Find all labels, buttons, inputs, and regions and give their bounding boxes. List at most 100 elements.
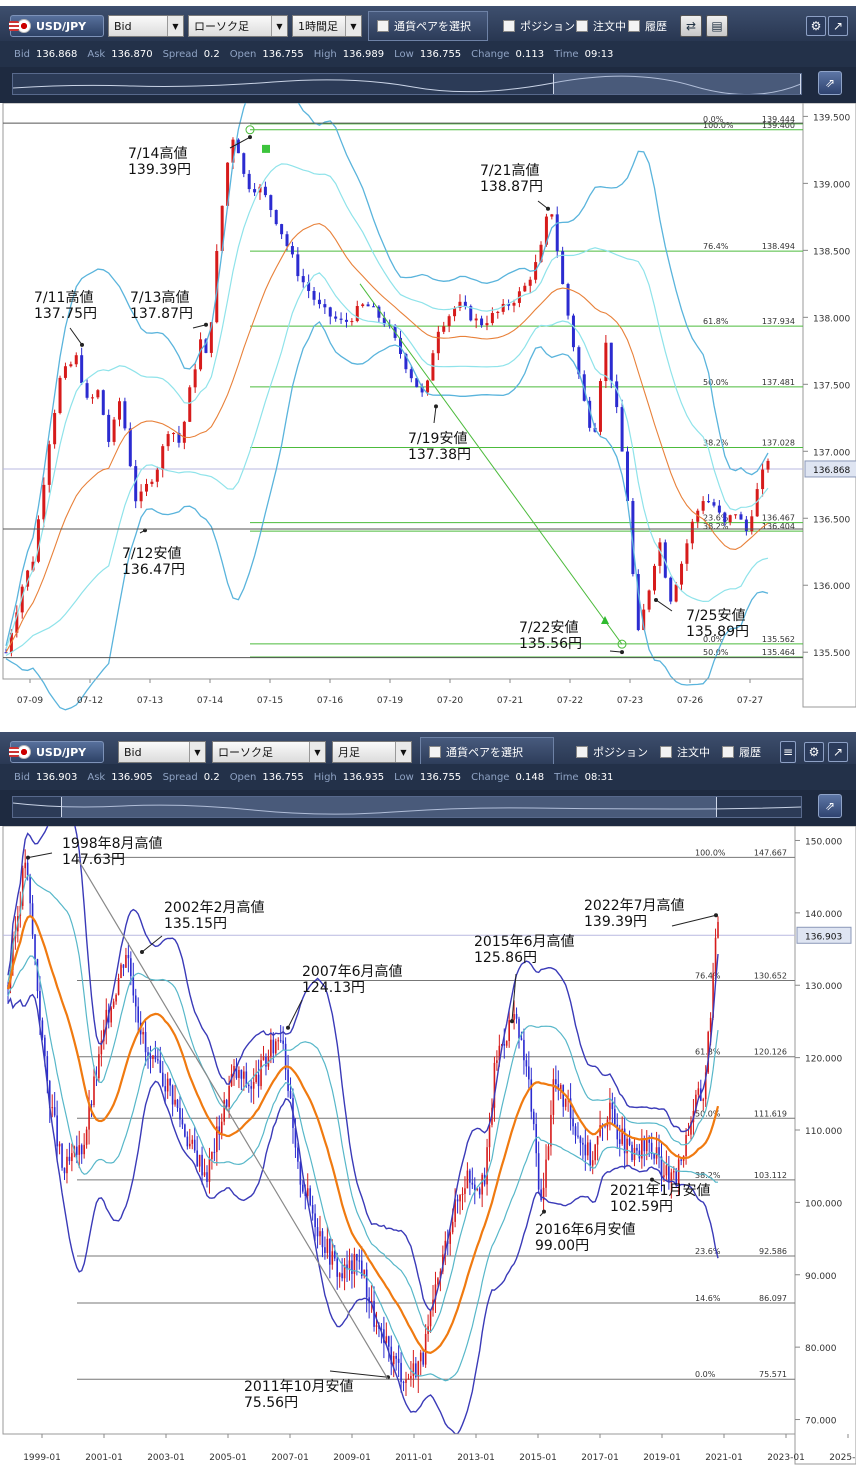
candle-body (68, 1156, 71, 1162)
candle-body (609, 342, 613, 382)
annotation-arrow-head (620, 650, 624, 655)
fib-level-label: 50.0% (703, 378, 729, 387)
candle-body (63, 366, 67, 378)
candle-body (42, 484, 46, 520)
candle-body (63, 1167, 66, 1174)
top-price-type-select[interactable]: Bid ▼ (108, 15, 184, 37)
fib-level-label: 23.6% (695, 1247, 721, 1256)
candle-body (101, 390, 105, 415)
candle-body (358, 1260, 361, 1262)
checkbox-icon (576, 746, 588, 758)
chevron-down-icon: ▼ (309, 742, 325, 762)
checkbox-icon (660, 746, 672, 758)
candle-body (336, 1258, 339, 1277)
candle-body (562, 1085, 565, 1107)
candle-body (417, 1361, 420, 1378)
candle-body (447, 316, 451, 327)
bottom-settings-gear-icon[interactable]: ⚙ (804, 742, 824, 762)
fib-value-label: 135.464 (762, 648, 795, 657)
candle-body (149, 1055, 152, 1059)
candle-body (290, 246, 294, 255)
candle-body (680, 563, 684, 585)
bottom-timeframe-select[interactable]: 月足 ▼ (332, 741, 412, 763)
candle-body (44, 1037, 46, 1057)
top-settings-gear-icon[interactable]: ⚙ (806, 16, 826, 36)
top-select-pair-button[interactable]: 通貨ペアを選択 (368, 11, 488, 41)
bottom-expand-icon[interactable]: ↗ (828, 742, 848, 762)
candle-body (115, 994, 117, 1002)
annotation-arrow (671, 914, 717, 927)
annotation-date-label: 7/22安値 (519, 620, 578, 636)
candle-body (426, 380, 430, 393)
annotation-price-label: 137.87円 (130, 306, 193, 322)
top-change-value: 0.113 (515, 48, 545, 60)
top-pair-button[interactable]: USD/JPY (9, 15, 104, 37)
candle-body (220, 1121, 223, 1135)
bottom-price-type-select[interactable]: Bid ▼ (118, 741, 206, 763)
fib-level-label: 14.6% (695, 1294, 721, 1303)
bottom-chart-type-select[interactable]: ローソク足 ▼ (212, 741, 326, 763)
trend-line (359, 283, 623, 645)
x-tick-label: 07-09 (17, 696, 43, 706)
candle-body (515, 1014, 518, 1019)
candle-body (277, 1040, 280, 1042)
bottom-order-toggle[interactable]: 注文中 (660, 741, 710, 763)
top-expand-icon[interactable]: ↗ (828, 16, 848, 36)
bottom-navigator-scrollbar[interactable] (12, 796, 802, 818)
bottom-high-value: 136.935 (342, 771, 385, 783)
annotation-arrow (141, 935, 163, 953)
bottom-menu-icon[interactable]: ≡ (780, 741, 796, 763)
candle-body (211, 1151, 213, 1159)
annotation-date-label: 2016年6月安値 (535, 1222, 636, 1238)
bollinger-lower-1sigma (5, 272, 769, 657)
annotation-date-label: 7/12安値 (122, 546, 181, 562)
candle-body (107, 414, 111, 442)
top-navigator-scrollbar[interactable] (12, 73, 802, 96)
candle-body (653, 565, 657, 591)
candle-body (152, 1055, 154, 1059)
top-position-toggle[interactable]: ポジション (503, 15, 575, 37)
candle-body (687, 1134, 690, 1136)
candle-body (145, 483, 149, 492)
top-drawing-tool-icon[interactable]: ⇄ (680, 15, 702, 37)
top-indicator-icon[interactable]: ▤ (706, 15, 728, 37)
top-navigator-handle[interactable] (553, 74, 801, 94)
bottom-select-pair-button[interactable]: 通貨ペアを選択 (420, 737, 554, 767)
annotation-date-label: 7/13高値 (130, 289, 189, 306)
top-autoscale-icon[interactable]: ⇗ (818, 71, 842, 95)
bottom-position-toggle[interactable]: ポジション (576, 741, 648, 763)
bottom-pair-button[interactable]: USD/JPY (9, 741, 104, 763)
candle-body (415, 1363, 417, 1378)
candle-body (181, 1119, 184, 1125)
x-tick-label: 2009-01 (333, 1453, 371, 1463)
candle-body (493, 1062, 496, 1108)
annotation-arrow-head (248, 135, 252, 140)
candle-body (344, 319, 348, 322)
annotation-arrow-head (140, 949, 144, 954)
candle-body (188, 1143, 191, 1147)
annotation-date-label: 2007年6月高値 (302, 963, 403, 980)
top-spread-value: 0.2 (203, 48, 220, 60)
candle-body (669, 577, 673, 602)
top-chart-type-select[interactable]: ローソク足 ▼ (188, 15, 288, 37)
candle-body (636, 1147, 638, 1151)
candle-body (697, 1088, 700, 1095)
candle-body (299, 1161, 302, 1185)
candle-body (112, 1001, 115, 1008)
bottom-history-toggle[interactable]: 履歴 (722, 741, 761, 763)
candle-body (166, 1078, 169, 1092)
top-order-toggle[interactable]: 注文中 (576, 15, 626, 37)
bottom-navigator-handle[interactable] (61, 797, 717, 817)
candle-body (405, 1379, 407, 1383)
candle-body (58, 377, 62, 413)
candle-body (242, 153, 246, 174)
candle-body (265, 1056, 267, 1067)
candle-body (464, 1188, 466, 1194)
candle-body (712, 502, 716, 506)
top-timeframe-select[interactable]: 1時間足 ▼ (292, 15, 362, 37)
candle-body (263, 186, 267, 196)
top-history-toggle[interactable]: 履歴 (628, 15, 667, 37)
candle-body (518, 1018, 520, 1039)
bottom-autoscale-icon[interactable]: ⇗ (818, 794, 842, 818)
candle-body (36, 519, 40, 562)
